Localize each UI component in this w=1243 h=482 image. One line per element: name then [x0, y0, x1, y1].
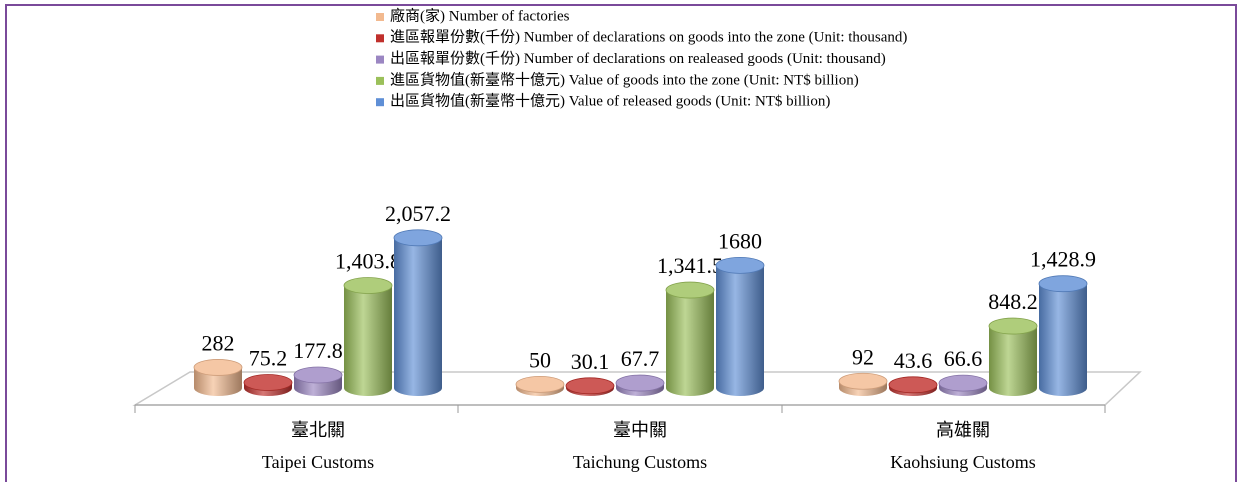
cylinder: [839, 381, 888, 396]
legend-label: 進區貨物值(新臺幣十億元) Value of goods into the zo…: [390, 71, 859, 88]
cylinder: [394, 237, 442, 396]
cylinder-top: [715, 256, 765, 274]
cylinder-top: [515, 375, 565, 393]
x-tick-label: 高雄關 Kaohsiung Customs: [890, 420, 1036, 472]
category-box: 臺北關 Taipei Customs: [261, 420, 375, 472]
cylinder-top: [988, 317, 1038, 335]
frame: [5, 4, 1237, 482]
data-label: 50: [529, 347, 551, 372]
data-label: 43.6: [894, 348, 933, 373]
data-label: 282: [202, 330, 235, 355]
cylinder: [294, 375, 342, 396]
category-box: 臺中關 Taichung Customs: [572, 420, 708, 472]
cylinder-top: [393, 229, 443, 247]
legend-swatch: [376, 76, 384, 85]
cylinder: [939, 383, 987, 396]
data-label: 1,428.9: [1030, 247, 1096, 272]
data-label: 1,341.5: [657, 253, 723, 278]
data-label: 1,403.8: [335, 249, 401, 274]
cylinder: [516, 384, 564, 396]
cylinder: [989, 326, 1037, 396]
legend-label: 進區報單份數(千份) Number of declarations on goo…: [390, 29, 907, 46]
cylinder-top: [1038, 275, 1088, 293]
data-label: 2,057.2: [385, 201, 451, 226]
data-label: 177.8: [293, 338, 343, 363]
x-tick-label: 臺北關 Taipei Customs: [261, 420, 375, 472]
cylinder: [666, 290, 714, 396]
data-label: 30.1: [571, 349, 610, 374]
legend-swatch: [376, 55, 384, 64]
cylinder-top: [193, 359, 243, 376]
legend-label: 出區貨物值(新臺幣十億元) Value of released goods (U…: [390, 93, 830, 110]
legend-label: 廠商(家) Number of factories: [390, 6, 570, 24]
cylinder-top: [343, 277, 393, 294]
cylinder-top: [243, 374, 293, 391]
legend-swatch: [376, 98, 384, 107]
cylinder: [1039, 283, 1087, 396]
legend-label: 出區報單份數(千份) Number of declarations on rea…: [390, 50, 886, 67]
data-label: 66.6: [944, 346, 983, 371]
cylinder-top: [665, 281, 715, 299]
data-label: 848.2: [988, 289, 1038, 314]
cylinder: [889, 384, 937, 396]
cylinder: [244, 382, 292, 396]
cylinder-top: [565, 377, 615, 395]
cylinder: [616, 383, 664, 396]
category-box: 高雄關 Kaohsiung Customs: [890, 420, 1036, 472]
cylinder-top: [888, 376, 938, 394]
data-label: 75.2: [249, 346, 288, 371]
cylinder: [716, 265, 764, 396]
cylinder: [566, 385, 614, 396]
data-label: 67.7: [621, 346, 660, 371]
cylinder: [344, 285, 392, 396]
cylinder-top: [615, 374, 665, 392]
legend-swatch: [376, 34, 384, 43]
data-label: 1680: [718, 228, 762, 253]
cylinder-top: [838, 372, 888, 390]
data-label: 92: [852, 344, 874, 369]
x-tick-label: 臺中關 Taichung Customs: [572, 420, 708, 472]
cylinder-top: [938, 374, 988, 392]
legend-swatch: [376, 13, 384, 21]
cylinder-top: [293, 366, 343, 384]
